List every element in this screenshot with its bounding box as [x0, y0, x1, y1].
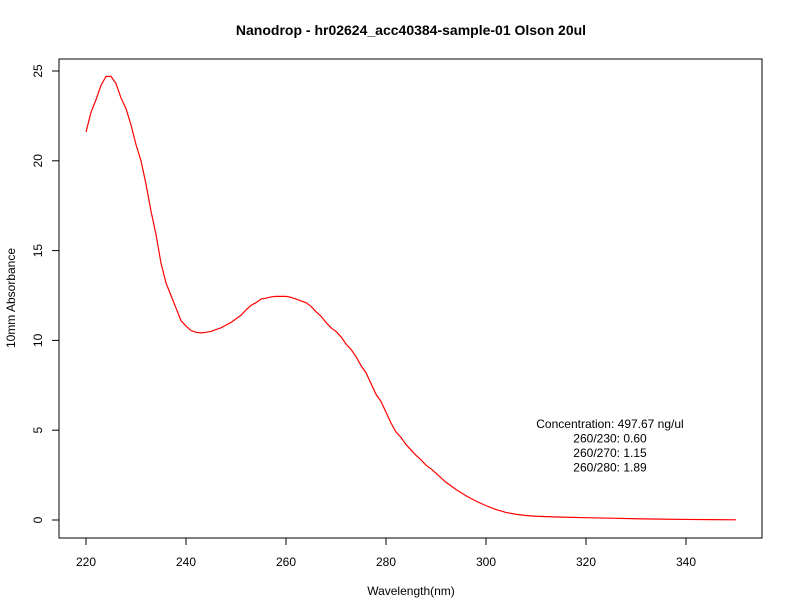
x-tick-label: 260: [276, 555, 296, 569]
x-tick-label: 240: [176, 555, 196, 569]
annotation-line: Concentration: 497.67 ng/ul: [536, 417, 683, 431]
annotation-line: 260/230: 0.60: [573, 432, 647, 446]
y-tick-label: 15: [31, 244, 45, 258]
x-tick-label: 280: [376, 555, 396, 569]
y-tick-label: 10: [31, 333, 45, 347]
y-tick-label: 25: [31, 64, 45, 78]
y-tick-label: 20: [31, 154, 45, 168]
x-tick-label: 320: [576, 555, 596, 569]
x-tick-label: 300: [476, 555, 496, 569]
annotation-line: 260/270: 1.15: [573, 446, 647, 460]
x-tick-label: 340: [676, 555, 696, 569]
y-tick-label: 5: [31, 427, 45, 434]
absorbance-series-line: [85, 75, 737, 521]
annotation-line: 260/280: 1.89: [573, 461, 647, 475]
plot-frame: [58, 58, 763, 539]
chart-title: Nanodrop - hr02624_acc40384-sample-01 Ol…: [236, 22, 586, 38]
y-axis-label: 10mm Absorbance: [4, 248, 18, 348]
x-axis-label: Wavelength(nm): [367, 584, 455, 598]
x-axis: 220 240 260 280 300 320 340: [76, 537, 696, 569]
y-axis: 0 5 10 15 20 25: [31, 64, 60, 523]
y-tick-label: 0: [31, 516, 45, 523]
x-tick-label: 220: [76, 555, 96, 569]
